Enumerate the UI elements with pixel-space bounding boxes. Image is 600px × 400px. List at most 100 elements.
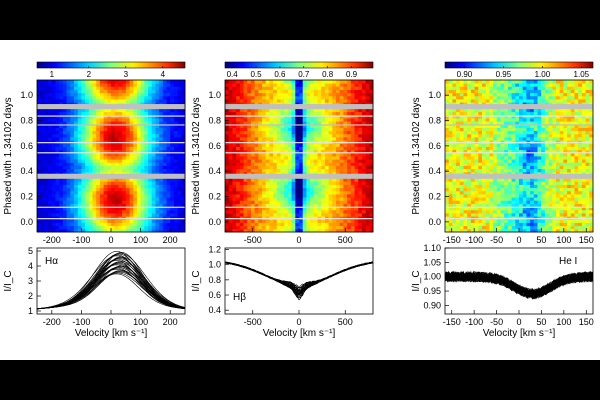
heatmap-cell — [48, 95, 53, 100]
heatmap-cell — [265, 187, 270, 192]
heatmap-cell — [478, 228, 483, 233]
heatmap-cell — [243, 225, 248, 230]
heatmap-cell — [548, 156, 553, 160]
heatmap-cell — [578, 228, 583, 233]
heatmap-cell — [155, 133, 160, 138]
heatmap-cell — [162, 228, 167, 233]
heatmap-cell — [162, 133, 167, 138]
heatmap-cell — [148, 184, 153, 189]
heatmap-cell — [258, 206, 263, 211]
heatmap-cell — [485, 206, 490, 211]
heatmap-cell — [177, 92, 182, 97]
heatmap-cell — [44, 222, 49, 227]
heatmap-cell — [140, 219, 145, 223]
heatmap-cell — [74, 124, 79, 128]
heatmap-cell — [122, 216, 127, 220]
heatmap-cell — [485, 168, 490, 173]
heatmap-cell — [474, 165, 479, 170]
heatmap-cell — [343, 219, 348, 223]
heatmap-cell — [88, 181, 93, 185]
heatmap-cell — [548, 203, 553, 208]
heatmap-cell — [541, 219, 546, 223]
heatmap-cell — [302, 118, 307, 122]
heatmap-cell — [225, 124, 230, 128]
heatmap-cell — [284, 137, 289, 141]
heatmap-cell — [254, 168, 259, 173]
heatmap-cell — [66, 86, 71, 90]
heatmap-cell — [151, 219, 156, 223]
heatmap-cell — [228, 178, 233, 182]
heatmap-cell — [136, 209, 141, 214]
heatmap-cell — [262, 216, 267, 220]
heatmap-cell — [589, 178, 594, 182]
heatmap-cell — [500, 219, 505, 223]
heatmap-cell — [232, 213, 237, 217]
heatmap-cell — [81, 140, 86, 144]
heatmap-cell — [332, 127, 337, 132]
heatmap-cell — [306, 156, 311, 160]
heatmap-cell — [511, 162, 516, 166]
heatmap-cell — [99, 162, 104, 166]
heatmap-cell — [489, 178, 494, 182]
heatmap-cell — [88, 190, 93, 195]
heatmap-cell — [51, 213, 56, 217]
heatmap-cell — [136, 102, 141, 106]
heatmap-cell — [463, 171, 468, 176]
heatmap-cell — [166, 181, 171, 185]
heatmap-cell — [133, 181, 138, 185]
heatmap-cell — [552, 168, 557, 173]
heatmap-cell — [541, 206, 546, 211]
heatmap-cell — [262, 83, 267, 87]
heatmap-cell — [567, 206, 572, 211]
heatmap-cell — [55, 95, 60, 100]
heatmap-cell — [88, 108, 93, 113]
heatmap-cell — [85, 118, 90, 122]
heatmap-cell — [243, 95, 248, 100]
heatmap-cell — [541, 228, 546, 233]
phase-gap — [37, 173, 185, 179]
heatmap-cell — [347, 156, 352, 160]
heatmap-cell — [62, 184, 67, 189]
heatmap-cell — [92, 206, 97, 211]
heatmap-cell — [88, 102, 93, 106]
heatmap-cell — [530, 225, 535, 230]
heatmap-cell — [243, 146, 248, 151]
heatmap-cell — [136, 92, 141, 97]
heatmap-cell — [258, 165, 263, 170]
heatmap-cell — [358, 159, 363, 163]
heatmap-cell — [103, 209, 108, 214]
heatmap-cell — [155, 213, 160, 217]
heatmap-cell — [459, 171, 464, 176]
heatmap-cell — [155, 197, 160, 201]
heatmap-cell — [339, 187, 344, 192]
heatmap-cell — [85, 181, 90, 185]
heatmap-cell — [541, 159, 546, 163]
heatmap-cell — [99, 165, 104, 170]
heatmap-cell — [236, 162, 241, 166]
heatmap-cell — [159, 178, 164, 182]
heatmap-cell — [51, 127, 56, 132]
heatmap-cell — [62, 219, 67, 223]
heatmap-cell — [111, 209, 116, 214]
heatmap-cell — [563, 181, 568, 185]
heatmap-cell — [358, 80, 363, 84]
heatmap-cell — [122, 86, 127, 90]
heatmap-cell — [321, 228, 326, 233]
heatmap-cell — [511, 197, 516, 201]
heatmap-cell — [114, 80, 119, 84]
heatmap-cell — [463, 228, 468, 233]
heatmap-cell — [92, 168, 97, 173]
heatmap-x-tick-label: 0 — [108, 235, 113, 245]
heatmap-cell — [522, 171, 527, 176]
heatmap-cell — [485, 194, 490, 198]
heatmap-cell — [310, 159, 315, 163]
heatmap-cell — [276, 86, 281, 90]
heatmap-cell — [563, 159, 568, 163]
heatmap-cell — [369, 108, 374, 113]
heatmap-cell — [507, 162, 512, 166]
heatmap-cell — [70, 203, 75, 208]
heatmap-cell — [239, 165, 244, 170]
heatmap-cell — [74, 159, 79, 163]
heatmap-cell — [317, 111, 322, 116]
heatmap-cell — [310, 80, 315, 84]
